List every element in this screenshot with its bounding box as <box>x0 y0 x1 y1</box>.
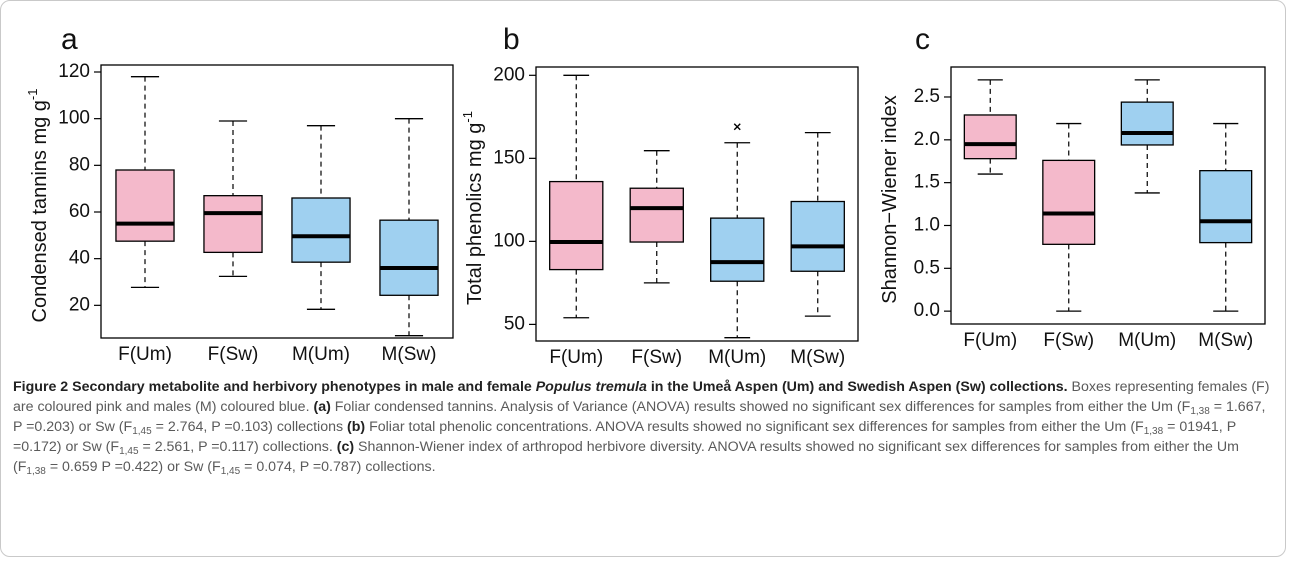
box <box>115 169 175 242</box>
plot-frame <box>950 66 1266 325</box>
y-axis-label-sup: -1 <box>460 111 475 123</box>
y-axis-label-text: Total phenolics mg g <box>464 123 486 305</box>
x-tick-label: M(Um) <box>708 347 766 368</box>
box <box>710 217 765 282</box>
caption-sub: 1,38 <box>1143 426 1164 437</box>
box <box>963 114 1017 160</box>
x-tick-label: F(Sw) <box>631 347 682 368</box>
box <box>203 195 263 254</box>
x-tick-label: F(Um) <box>549 347 603 368</box>
caption-sub: 1,45 <box>220 466 241 477</box>
y-axis-label-sup: -1 <box>25 89 40 101</box>
x-tick-label: F(Sw) <box>1043 330 1094 351</box>
y-tick-label: 20 <box>69 294 90 315</box>
x-tick-label: F(Um) <box>118 344 172 365</box>
box <box>379 219 439 296</box>
y-axis-label-text: Condensed tannins mg g <box>29 100 51 322</box>
x-tick-label: M(Um) <box>1118 330 1176 351</box>
caption-bold-italic: Populus tremula <box>535 379 647 395</box>
box <box>549 180 604 271</box>
y-axis-label: Shannon−Wiener index <box>879 95 901 303</box>
caption-normal: Boxes representing females (F) are colou… <box>13 379 1270 415</box>
caption-normal: = 2.764, P =0.103) collections <box>151 419 348 435</box>
y-tick-label: 60 <box>69 201 90 222</box>
x-tick-label: M(Sw) <box>790 347 845 368</box>
caption-normal: Shannon-Wiener index of arthropod herbiv… <box>13 439 1239 475</box>
caption-normal: = 0.659 P =0.422) or Sw (F <box>45 459 221 475</box>
caption-sub: 1,45 <box>132 426 152 437</box>
y-axis-label: Condensed tannins mg g-1 <box>25 89 51 323</box>
x-tick-label: M(Um) <box>292 344 350 365</box>
box <box>291 197 351 263</box>
caption-bold: (a) <box>313 399 331 415</box>
caption-normal: = 2.561, P =0.117) collections. <box>138 439 337 455</box>
y-axis-label: Total phenolics mg g-1 <box>460 111 486 305</box>
caption-normal: = 01941, P =0.172) or Sw (F <box>13 419 1236 455</box>
y-tick-label: 80 <box>69 154 90 175</box>
caption-normal: = 0.074, P =0.787) collections. <box>240 459 436 475</box>
box <box>1199 170 1253 244</box>
caption-bold: (c) <box>336 439 355 455</box>
y-tick-label: 100 <box>58 108 90 129</box>
box <box>1120 101 1174 146</box>
caption-sub: 1,45 <box>119 446 139 457</box>
caption-sub: 1,38 <box>26 466 46 477</box>
box <box>1042 159 1096 245</box>
y-tick-label: 1.5 <box>914 172 940 193</box>
y-axis-label-text: Shannon−Wiener index <box>879 95 901 303</box>
x-tick-label: F(Sw) <box>208 344 259 365</box>
panel-label: c <box>915 23 930 56</box>
x-tick-label: F(Um) <box>963 330 1017 351</box>
y-tick-label: 2.5 <box>914 86 940 107</box>
y-tick-label: 200 <box>493 64 525 85</box>
y-tick-label: 50 <box>504 313 525 334</box>
caption-normal: Foliar condensed tannins. Analysis of Va… <box>330 399 1191 415</box>
panel-label: a <box>61 23 78 56</box>
caption-normal: = 1.667, P =0.203) or Sw (F <box>13 399 1266 435</box>
y-tick-label: 100 <box>493 230 525 251</box>
y-tick-label: 120 <box>58 61 90 82</box>
caption: Figure 2 Secondary metabolite and herbiv… <box>13 377 1275 477</box>
y-tick-label: 2.0 <box>914 129 940 150</box>
plot-frame <box>535 66 859 342</box>
caption-bold: in the Umeå Aspen (Um) and Swedish Aspen… <box>646 379 1068 395</box>
box <box>790 200 845 272</box>
caption-bold: Figure 2 Secondary metabolite and herbiv… <box>13 379 536 395</box>
y-tick-label: 0.5 <box>914 257 940 278</box>
panel-label: b <box>503 23 520 56</box>
caption-normal: Foliar total phenolic concentrations. AN… <box>365 419 1144 435</box>
y-tick-label: 1.0 <box>914 214 940 235</box>
y-tick-label: 150 <box>493 147 525 168</box>
caption-bold: (b) <box>347 419 366 435</box>
outlier <box>733 123 741 131</box>
box <box>629 187 684 243</box>
x-tick-label: M(Sw) <box>1198 330 1253 351</box>
y-tick-label: 40 <box>69 248 90 269</box>
caption-sub: 1,38 <box>1190 406 1210 417</box>
y-tick-label: 0.0 <box>914 300 940 321</box>
plot-frame <box>100 64 454 339</box>
x-tick-label: M(Sw) <box>382 344 437 365</box>
